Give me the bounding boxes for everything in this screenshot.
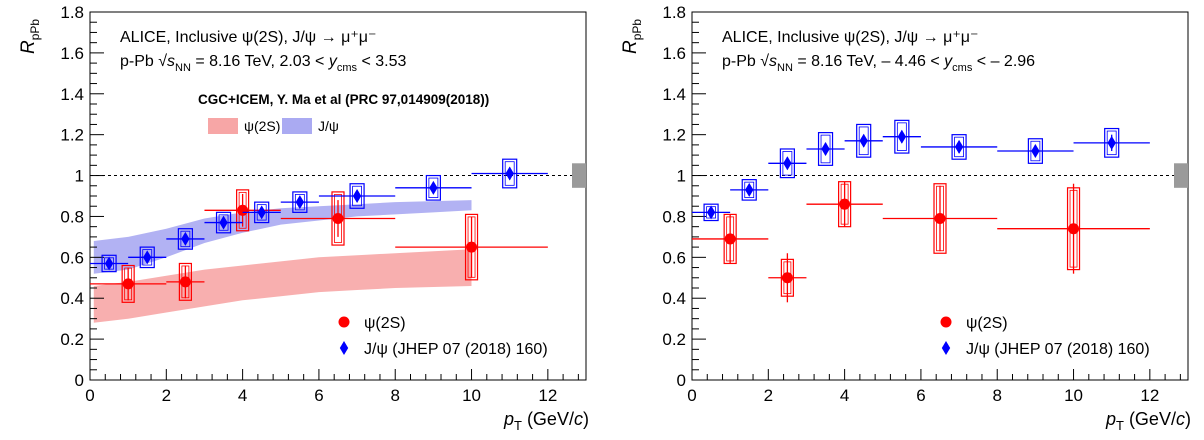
y-tick-label: 0.4 — [662, 289, 686, 308]
y-tick-label: 1.4 — [60, 85, 84, 104]
legend-label-1: J/ψ (JHEP 07 (2018) 160) — [364, 341, 548, 358]
psi2s-point — [237, 205, 248, 216]
right-panel: 0 2 4 6 8 10 12 0 0.2 0.4 0.6 0.8 1 1.2 1.4 1.6 1.8 RpPb p… — [620, 3, 1191, 433]
y-tick-label: 1 — [677, 167, 686, 186]
x-tick-label: 8 — [390, 386, 399, 405]
legend-marker-psi2s — [339, 317, 350, 328]
psi2s-point — [839, 199, 850, 210]
model-legend-swatch-0 — [208, 118, 238, 134]
y-tick-label: 1.4 — [662, 85, 686, 104]
x-tick-label: 2 — [162, 386, 171, 405]
jpsi-point — [821, 142, 829, 156]
psi2s-point — [123, 278, 134, 289]
x-tick-label: 6 — [314, 386, 323, 405]
y-tick-label: 1.8 — [662, 3, 686, 22]
y-tick-label: 0.8 — [662, 207, 686, 226]
jpsi-point — [745, 183, 753, 197]
model-legend-swatch-1 — [282, 118, 312, 134]
psi2s-point — [180, 276, 191, 287]
jpsi-point — [429, 181, 437, 195]
psi2s-point — [333, 213, 344, 224]
jpsi-point — [955, 140, 963, 154]
x-tick-label: 10 — [462, 386, 481, 405]
y-tick-label: 1 — [75, 167, 84, 186]
x-tick-label: 10 — [1064, 386, 1083, 405]
y-tick-label: 0.6 — [662, 248, 686, 267]
annotation-line-2: p-Pb √sNN = 8.16 TeV, 2.03 < ycms < 3.53 — [120, 53, 406, 74]
annotation-line-2: p-Pb √sNN = 8.16 TeV, – 4.46 < ycms < – … — [722, 53, 1035, 74]
annotation-line-1: ALICE, Inclusive ψ(2S), J/ψ → μ⁺μ⁻ — [722, 29, 978, 46]
y-tick-label: 0 — [75, 371, 84, 390]
jpsi-point — [505, 167, 513, 181]
legend-label-0: ψ(2S) — [966, 315, 1008, 332]
y-tick-label: 0.4 — [60, 289, 84, 308]
jpsi-point — [353, 189, 361, 203]
x-tick-label: 12 — [1140, 386, 1159, 405]
x-tick-label: 0 — [85, 386, 94, 405]
y-tick-label: 1.2 — [60, 126, 84, 145]
model-title: CGC+ICEM, Y. Ma et al (PRC 97,014909(201… — [198, 92, 489, 107]
jpsi-point — [898, 130, 906, 144]
x-tick-label: 8 — [992, 386, 1001, 405]
jpsi-point — [1031, 144, 1039, 158]
psi2s-point — [725, 233, 736, 244]
legend-marker-jpsi — [942, 341, 950, 355]
y-tick-label: 1.2 — [662, 126, 686, 145]
psi2s-point — [466, 242, 477, 253]
legend-marker-jpsi — [340, 341, 348, 355]
y-tick-label: 1.6 — [60, 44, 84, 63]
x-tick-label: 6 — [916, 386, 925, 405]
y-tick-label: 0.2 — [662, 330, 686, 349]
y-tick-label: 1.8 — [60, 3, 84, 22]
psi2s-point — [1068, 223, 1079, 234]
jpsi-point — [296, 195, 304, 209]
jpsi-point — [707, 205, 715, 219]
x-tick-label: 12 — [538, 386, 557, 405]
x-tick-label: 4 — [840, 386, 849, 405]
y-axis-title: RpPb — [18, 19, 42, 54]
psi2s-point — [782, 272, 793, 283]
psi2s-point — [935, 213, 946, 224]
left-panel: 0 2 4 6 8 10 12 0 0.2 0.4 0.6 0.8 1 1.2 1.4 1.6 1.8 RpPb p… — [18, 3, 589, 433]
global-uncertainty-box — [572, 163, 586, 188]
x-axis-title: pT (GeV/c) — [1105, 409, 1191, 433]
jpsi-point — [1107, 136, 1115, 150]
annotation-line-1: ALICE, Inclusive ψ(2S), J/ψ → μ⁺μ⁻ — [120, 29, 376, 46]
y-tick-label: 0.6 — [60, 248, 84, 267]
y-tick-label: 0.2 — [60, 330, 84, 349]
legend-marker-psi2s — [941, 317, 952, 328]
x-tick-label: 4 — [238, 386, 247, 405]
x-axis-title: pT (GeV/c) — [503, 409, 589, 433]
x-tick-label: 2 — [764, 386, 773, 405]
jpsi-point — [859, 134, 867, 148]
global-uncertainty-box — [1174, 163, 1188, 188]
legend-label-0: ψ(2S) — [364, 315, 406, 332]
y-axis-title: RpPb — [620, 19, 644, 54]
model-legend-label-0: ψ(2S) — [244, 118, 280, 134]
x-tick-label: 0 — [687, 386, 696, 405]
y-tick-label: 1.6 — [662, 44, 686, 63]
y-tick-label: 0.8 — [60, 207, 84, 226]
y-tick-label: 0 — [677, 371, 686, 390]
jpsi-point — [783, 156, 791, 170]
model-legend-label-1: J/ψ — [318, 118, 339, 134]
legend-label-1: J/ψ (JHEP 07 (2018) 160) — [966, 341, 1150, 358]
